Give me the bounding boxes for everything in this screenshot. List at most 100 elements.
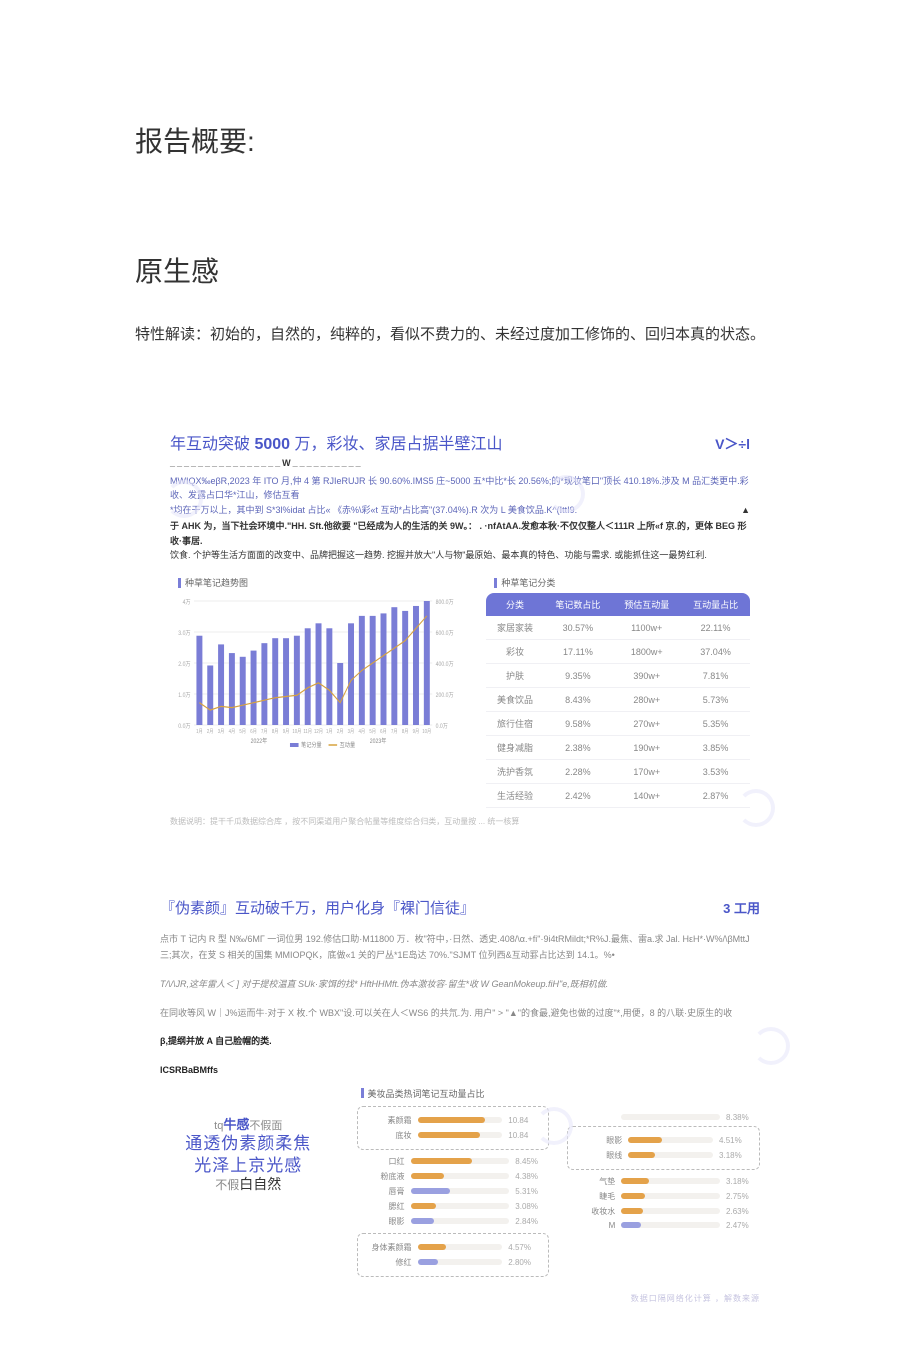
card1-corner: V＞÷l [715, 434, 750, 454]
card2-header: 『伪素颜』互动破千万，用户化身『裸门信徒』 3 工用 [160, 897, 760, 918]
svg-text:4月: 4月 [229, 729, 236, 735]
svg-text:9月: 9月 [283, 729, 290, 735]
hbar-row: 底妆10.84 [364, 1130, 543, 1141]
table-header: 预估互动量 [612, 593, 681, 616]
svg-text:6月: 6月 [250, 729, 257, 735]
svg-text:7月: 7月 [391, 729, 398, 735]
hbar-val: 2.75% [726, 1192, 760, 1201]
hbar-val: 2.63% [726, 1207, 760, 1216]
hbar-val: 3.18% [726, 1177, 760, 1186]
table-header: 笔记数占比 [544, 593, 613, 616]
right-first: 8.38% [567, 1113, 760, 1122]
svg-text:10月: 10月 [292, 729, 301, 735]
table-cell: 37.04% [681, 640, 750, 664]
sub-title: 原生感 [135, 250, 785, 290]
table-cell: 2.28% [544, 760, 613, 784]
hbar-row: 身体素颜霜 4.57% [364, 1242, 543, 1253]
right-tail: M 2.47% [567, 1221, 760, 1230]
table-cell: 2.42% [544, 784, 613, 808]
hbar-bar [621, 1208, 720, 1214]
table-cell: 9.35% [544, 664, 613, 688]
table-cell: 3.85% [681, 736, 750, 760]
table-cell: 洗护香氛 [486, 760, 543, 784]
table-cell: 美食饮品 [486, 688, 543, 712]
hbar-row: 腮红 3.08% [357, 1201, 550, 1212]
card2-black: β,提纲并放 A 自己脸帽的类. [160, 1034, 760, 1047]
card1-title: 年互动突破 5000 万，彩妆、家居占据半壁江山 [170, 430, 503, 454]
hbar-row: 气垫3.18% [567, 1176, 760, 1187]
svg-text:互动量: 互动量 [340, 742, 356, 750]
hbar-label: 身体素颜霜 [364, 1242, 412, 1253]
description: 特性解读：初始的，自然的，纯粹的，看似不费力的、未经过度加工修饰的、回归本真的状… [135, 320, 785, 350]
wc-l1-big: 牛感 [223, 1117, 249, 1132]
card2-bold: lCSRBaBMffs [160, 1065, 760, 1075]
table-cell: 22.11% [681, 616, 750, 640]
card-fake-bare: 『伪素颜』互动破千万，用户化身『裸门信徒』 3 工用 点市 T 记内 R 型 N… [135, 897, 785, 1303]
word-cloud-wrap: tq牛感不假面 通透伪素颜柔焦 光泽上京光感 不假白自然 [160, 1087, 337, 1194]
table-cell: 生活经验 [486, 784, 543, 808]
card1-title-bold: 5000 [254, 436, 290, 453]
table-cell: 190w+ [612, 736, 681, 760]
hbar-label: 腮红 [357, 1201, 405, 1212]
card1-chart: 种草笔记趋势图 0.0万1.0万2.0万3.0万4万0.0万200.0万400.… [170, 572, 461, 808]
table-row: 美食饮品8.43%280w+5.73% [486, 688, 750, 712]
table-cell: 家居家装 [486, 616, 543, 640]
card2-para3: 在同收等风 W｜J%运而牛·对于 X 枚.个 WBX"设.可以关在人＜WS6 的… [160, 1006, 760, 1021]
wc-l4-pre: 不假 [215, 1178, 239, 1192]
table-cell: 5.35% [681, 712, 750, 736]
hbar-val: 3.08% [515, 1202, 549, 1211]
hbar-bar [418, 1259, 503, 1265]
card1-title-prefix: 年互动突破 [170, 436, 254, 453]
hbar-row: 睫毛2.75% [567, 1191, 760, 1202]
table-cell: 彩妆 [486, 640, 543, 664]
svg-text:1月: 1月 [196, 729, 203, 735]
hbar-row: 粉底液4.38% [357, 1171, 550, 1182]
card2-grid: tq牛感不假面 通透伪素颜柔焦 光泽上京光感 不假白自然 美妆品类热词笔记互动量… [160, 1087, 760, 1283]
svg-text:4万: 4万 [183, 599, 191, 607]
word-cloud: tq牛感不假面 通透伪素颜柔焦 光泽上京光感 不假白自然 [160, 1117, 337, 1194]
hbar-row: 眼影2.84% [357, 1216, 550, 1227]
table-cell: 健身减脂 [486, 736, 543, 760]
card1-para-blue: MWIQX‰eβR,2023 年 ITO 月,仲 4 第 RJIeRUJR 长 … [170, 474, 750, 517]
card1-chart-row: 种草笔记趋势图 0.0万1.0万2.0万3.0万4万0.0万200.0万400.… [170, 572, 750, 808]
table-cell: 5.73% [681, 688, 750, 712]
table-header: 互动量占比 [681, 593, 750, 616]
hbar-bar [411, 1173, 510, 1179]
svg-text:7月: 7月 [261, 729, 268, 735]
table-row: 生活经验2.42%140w+2.87% [486, 784, 750, 808]
card1-title-suffix: 万，彩妆、家居占据半壁江山 [290, 436, 502, 453]
right-tail-val: 2.47% [726, 1221, 760, 1230]
table-cell: 护肤 [486, 664, 543, 688]
hbar-row: 唇膏5.31% [357, 1186, 550, 1197]
card2-title: 『伪素颜』互动破千万，用户化身『裸门信徒』 [160, 897, 475, 918]
hbar-row: 口红8.45% [357, 1156, 550, 1167]
table-cell: 170w+ [612, 760, 681, 784]
wc-l4-big: 白自然 [239, 1176, 281, 1192]
right-tail-label: M [567, 1221, 615, 1230]
hbar-val: 10.84 [508, 1116, 542, 1125]
table-cell: 8.43% [544, 688, 613, 712]
hbars-left: 美妆品类热词笔记互动量占比 素颜霜10.84底妆10.84 口红8.45%粉底液… [357, 1087, 550, 1283]
svg-text:1月: 1月 [326, 729, 333, 735]
svg-text:2023年: 2023年 [370, 737, 387, 746]
hbar-bar [411, 1188, 510, 1194]
hbar-val: 3.18% [719, 1151, 753, 1160]
hbar-label: 口红 [357, 1156, 405, 1167]
hbar-bar [621, 1193, 720, 1199]
chart-caption: 种草笔记趋势图 [178, 576, 461, 589]
svg-text:12月: 12月 [314, 729, 323, 735]
table-cell: 2.38% [544, 736, 613, 760]
table-cell: 2.87% [681, 784, 750, 808]
svg-text:600.0万: 600.0万 [436, 630, 454, 638]
hbar-label: 收妆水 [567, 1206, 615, 1217]
hbar-val: 2.80% [508, 1258, 542, 1267]
svg-text:2月: 2月 [207, 729, 214, 735]
table-cell: 140w+ [612, 784, 681, 808]
card1-table: 种草笔记分类 分类笔记数占比预估互动量互动量占比 家居家装30.57%1100w… [486, 572, 750, 808]
svg-text:2.0万: 2.0万 [178, 661, 191, 669]
card1-sub-w: ________________W__________ [170, 458, 363, 468]
hbar-val: 4.51% [719, 1136, 753, 1145]
hbar-row: 眼影4.51% [574, 1135, 753, 1146]
hbar-val: 4.57% [508, 1243, 542, 1252]
svg-text:0.0万: 0.0万 [178, 723, 191, 731]
